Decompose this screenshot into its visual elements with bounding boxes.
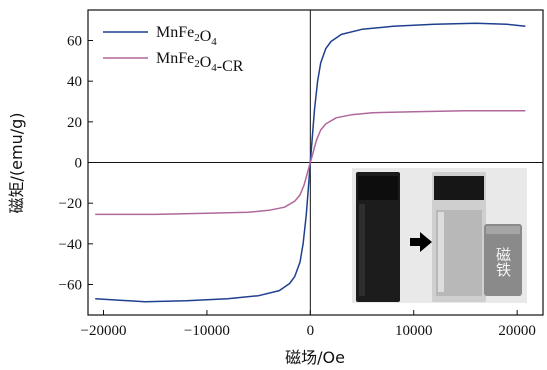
vial-dark — [356, 172, 400, 302]
axis-ticks — [88, 40, 518, 315]
vial-dark-highlight — [359, 204, 365, 296]
y-tick-label: −20 — [59, 196, 82, 212]
y-tick-label: 60 — [67, 34, 82, 50]
series-line-mnfe2o4-cr — [95, 109, 526, 216]
vial-clear-cap — [434, 176, 484, 200]
x-tick-label: 0 — [307, 323, 315, 339]
x-tick-label: −20000 — [81, 323, 127, 339]
y-tick-label: −40 — [59, 237, 82, 253]
x-tick-label: −10000 — [184, 323, 230, 339]
y-tick-label: 0 — [75, 156, 83, 172]
y-tick-label: −60 — [59, 278, 82, 294]
series-line-mnfe2o4 — [95, 22, 526, 303]
y-tick-label: 20 — [67, 115, 82, 131]
y-tick-label: 40 — [67, 74, 82, 90]
arrow-icon — [410, 232, 432, 252]
axis-tick-labels: −20000 −10000 0 10000 20000 −60 −40 −20 0 20 40 60 — [59, 34, 536, 340]
y-axis-label: 磁矩/(emu/g) — [7, 113, 26, 214]
x-tick-label: 10000 — [395, 323, 433, 339]
legend-label-mnfe2o4-cr: MnFe2O4-CR — [156, 50, 244, 75]
x-tick-label: 20000 — [498, 323, 536, 339]
vial-clear-highlight — [438, 212, 444, 292]
magnet-label: 磁铁 — [494, 247, 512, 277]
vial-dark-cap — [358, 176, 398, 200]
legend: MnFe2O4 MnFe2O4-CR — [103, 24, 244, 75]
legend-label-mnfe2o4: MnFe2O4 — [156, 24, 217, 48]
x-axis-label: 磁场/Oe — [285, 348, 345, 367]
magnet-block — [484, 224, 522, 296]
inset-photo: 磁铁 — [352, 168, 527, 303]
magnet-top — [486, 226, 520, 234]
series-layer — [95, 22, 526, 303]
